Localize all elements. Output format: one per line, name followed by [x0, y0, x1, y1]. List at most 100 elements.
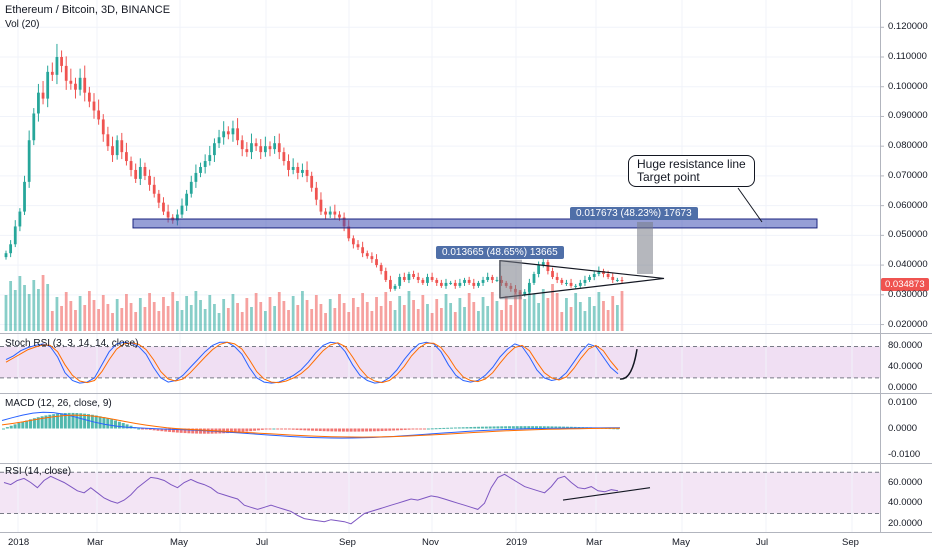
macd-hist-bar-28 — [110, 419, 114, 429]
candle-body-52 — [245, 149, 249, 153]
volume-bar-93 — [435, 299, 439, 331]
volume-bar-6 — [32, 280, 36, 331]
time-tick-label-7: Mar — [586, 537, 603, 548]
candle-body-50 — [236, 128, 239, 141]
macd-hist-bar-82 — [318, 428, 322, 432]
candle-body-69 — [324, 211, 327, 215]
price-tick-label-9: 0.030000 — [888, 288, 928, 300]
macd-hist-bar-102 — [395, 428, 399, 431]
macd-hist-bar-13 — [52, 414, 56, 429]
macd-hist-bar-96 — [372, 428, 376, 432]
volume-bar-133 — [620, 291, 624, 331]
price-tick-label-8: 0.040000 — [888, 259, 928, 271]
volume-bar-59 — [277, 292, 281, 331]
volume-bar-103 — [481, 297, 485, 331]
macd-hist-bar-142 — [550, 426, 554, 429]
macd-hist-bar-59 — [229, 428, 233, 433]
candle-body-80 — [375, 259, 378, 266]
macd-hist-bar-110 — [426, 428, 430, 430]
macd-hist-bar-103 — [399, 428, 403, 431]
volume-bar-15 — [74, 310, 77, 331]
candle-body-35 — [166, 211, 170, 218]
candle-body-71 — [333, 211, 337, 215]
candle-body-27 — [129, 161, 133, 170]
candle-body-34 — [162, 202, 165, 212]
volume-bar-41 — [194, 291, 198, 331]
rsi-trendline — [562, 487, 651, 501]
candle-body-30 — [143, 166, 147, 176]
macd-hist-bar-31 — [121, 423, 125, 429]
candle-body-28 — [134, 169, 138, 179]
volume-bar-7 — [37, 289, 40, 331]
volume-bar-0 — [4, 295, 8, 331]
macd-hist-bar-47 — [183, 428, 187, 434]
macd-hist-bar-25 — [98, 416, 102, 429]
candle-body-67 — [314, 187, 318, 200]
macd-hist-bar-68 — [264, 428, 268, 430]
candle-body-51 — [240, 140, 244, 150]
volume-bar-131 — [611, 296, 615, 331]
volume-bar-111 — [518, 290, 522, 331]
volume-bar-120 — [560, 312, 564, 331]
macd-hist-bar-83 — [322, 428, 326, 432]
macd-hist-bar-122 — [473, 426, 477, 429]
rsi-band — [0, 472, 880, 514]
volume-bar-23 — [111, 313, 114, 331]
volume-bar-119 — [555, 293, 559, 331]
volume-bar-81 — [379, 306, 383, 331]
macd-hist-bar-84 — [326, 428, 330, 432]
price-tick-label-2: 0.100000 — [888, 80, 928, 92]
candle-body-131 — [611, 276, 615, 280]
volume-bar-110 — [514, 291, 517, 331]
candle-body-81 — [379, 265, 383, 272]
macd-hist-bar-50 — [195, 428, 199, 434]
candle-body-15 — [74, 83, 77, 90]
macd-hist-bar-62 — [241, 428, 245, 432]
volume-bar-13 — [64, 292, 68, 331]
volume-bar-71 — [333, 308, 337, 331]
candle-body-38 — [180, 205, 184, 215]
candle-body-24 — [115, 140, 119, 156]
volume-bar-66 — [310, 309, 314, 331]
candle-body-8 — [41, 92, 45, 99]
candle-body-113 — [527, 282, 531, 292]
volume-bar-52 — [245, 298, 249, 331]
macd-hist-bar-35 — [137, 428, 141, 430]
candle-body-6 — [32, 113, 36, 141]
volume-bar-12 — [60, 306, 63, 331]
candle-body-116 — [541, 262, 545, 266]
candle-body-14 — [69, 80, 73, 84]
macd-hist-bar-92 — [357, 428, 361, 432]
macd-hist-bar-131 — [507, 426, 511, 429]
candle-body-114 — [532, 274, 536, 283]
macd-hist-bar-107 — [415, 428, 419, 430]
candle-body-17 — [83, 77, 87, 93]
macd-hist-bar-140 — [542, 426, 546, 429]
price-tick-label-7: 0.050000 — [888, 229, 928, 241]
time-tick-label-8: May — [672, 537, 690, 548]
macd-hist-bar-104 — [403, 428, 407, 430]
candle-body-125 — [583, 279, 587, 283]
macd-hist-bar-80 — [311, 428, 314, 431]
candle-body-64 — [301, 169, 304, 173]
macd-hist-bar-26 — [102, 417, 106, 429]
volume-bar-126 — [588, 297, 591, 331]
macd-hist-bar-24 — [94, 415, 98, 429]
volume-bar-65 — [305, 300, 309, 331]
stoch-axis-label-2: 0.0000 — [888, 382, 918, 394]
volume-bar-33 — [157, 311, 161, 331]
volume-bar-85 — [398, 296, 402, 331]
volume-bar-84 — [393, 310, 397, 331]
macd-hist-bar-64 — [249, 428, 253, 432]
volume-bar-5 — [27, 294, 31, 331]
volume-bar-31 — [148, 293, 151, 331]
macd-hist-bar-134 — [519, 426, 523, 429]
volume-bar-55 — [259, 302, 263, 331]
macd-hist-bar-78 — [303, 428, 307, 431]
volume-bar-95 — [444, 294, 448, 331]
macd-hist-bar-0 — [2, 428, 5, 430]
macd-hist-bar-44 — [171, 428, 175, 433]
candle-body-5 — [27, 140, 31, 182]
price-tick-label-3: 0.090000 — [888, 110, 928, 122]
